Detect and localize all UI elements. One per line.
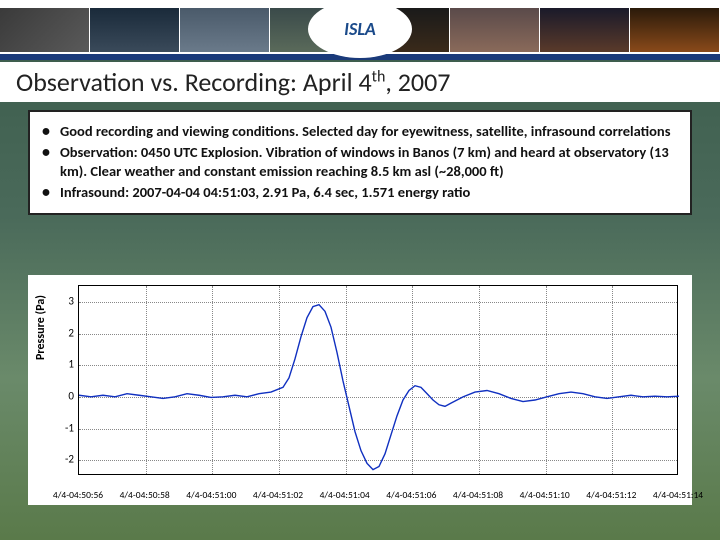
y-tick-label: 0 [58, 389, 74, 402]
title-sup: th [372, 67, 386, 86]
x-tick-label: 4/4-04:51:02 [253, 489, 303, 501]
x-tick-label: 4/4-04:50:58 [120, 489, 170, 501]
title-post: , 2007 [385, 66, 450, 98]
y-tick-label: 2 [58, 326, 74, 339]
x-tick-label: 4/4-04:51:12 [586, 489, 636, 501]
y-tick-label: -2 [58, 453, 74, 466]
x-tick-label: 4/4-04:51:04 [320, 489, 370, 501]
y-tick-label: 1 [58, 358, 74, 371]
x-tick-label: 4/4-04:51:06 [386, 489, 436, 501]
title-pre: Observation vs. Recording: April 4 [16, 66, 372, 98]
bullet-item: Infrasound: 2007-04-04 04:51:03, 2.91 Pa… [60, 183, 672, 202]
x-tick-label: 4/4-04:51:10 [520, 489, 570, 501]
x-tick-label: 4/4-04:51:00 [186, 489, 236, 501]
bullets-box: Good recording and viewing conditions. S… [28, 110, 692, 215]
y-tick-label: -1 [58, 421, 74, 434]
bullet-item: Good recording and viewing conditions. S… [60, 122, 672, 141]
slide-title: Observation vs. Recording: April 4th, 20… [0, 62, 720, 102]
y-tick-label: 3 [58, 294, 74, 307]
pressure-chart: Pressure (Pa) 4/4-04:50:56 4/4-04:50:58 4/… [28, 275, 692, 505]
x-tick-label: 4/4-04:51:14 [653, 489, 703, 501]
header-band: ISLA [0, 0, 720, 60]
isla-logo: ISLA [310, 2, 410, 56]
x-tick-label: 4/4-04:50:56 [53, 489, 103, 501]
pressure-line [79, 286, 679, 476]
y-axis-label: Pressure (Pa) [34, 295, 48, 360]
plot-area [78, 285, 678, 475]
x-tick-label: 4/4-04:51:08 [453, 489, 503, 501]
bullet-list: Good recording and viewing conditions. S… [60, 122, 672, 201]
bullet-item: Observation: 0450 UTC Explosion. Vibrati… [60, 143, 672, 181]
